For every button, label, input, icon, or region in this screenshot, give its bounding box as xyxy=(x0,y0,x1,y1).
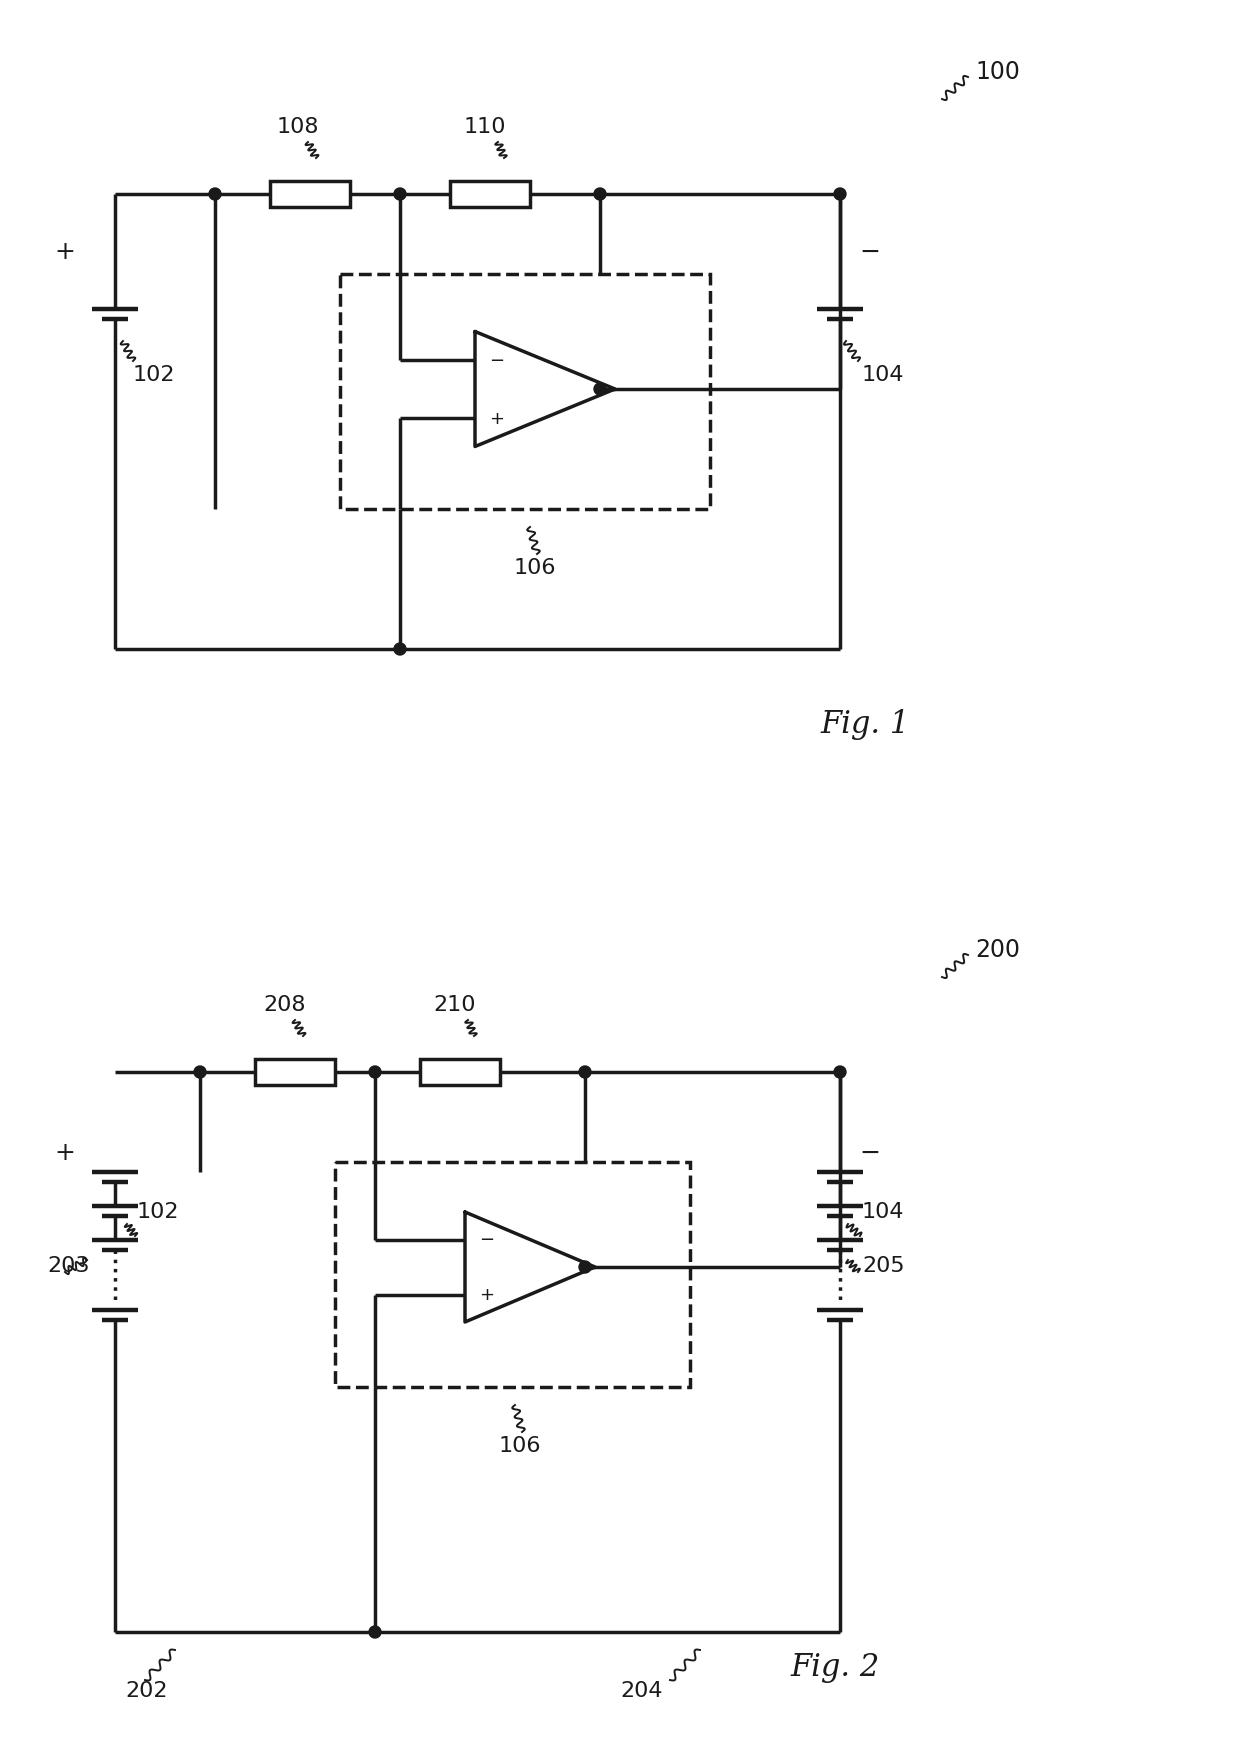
Text: 203: 203 xyxy=(47,1255,89,1276)
Text: −: − xyxy=(859,240,880,263)
Text: 104: 104 xyxy=(862,365,904,384)
Text: 202: 202 xyxy=(125,1680,167,1701)
Text: 108: 108 xyxy=(277,118,319,137)
Text: 106: 106 xyxy=(498,1436,541,1455)
Bar xyxy=(270,183,350,207)
Text: 208: 208 xyxy=(264,995,306,1014)
Text: −: − xyxy=(859,1141,880,1164)
Bar xyxy=(450,183,529,207)
Circle shape xyxy=(210,190,221,200)
Text: 204: 204 xyxy=(620,1680,662,1701)
Circle shape xyxy=(193,1067,206,1078)
Circle shape xyxy=(370,1067,381,1078)
Circle shape xyxy=(835,1067,846,1078)
Text: −: − xyxy=(490,353,505,370)
Circle shape xyxy=(579,1067,591,1078)
Text: 210: 210 xyxy=(434,995,476,1014)
Text: 102: 102 xyxy=(133,365,176,384)
Text: Fig. 1: Fig. 1 xyxy=(820,709,909,741)
Bar xyxy=(340,276,711,509)
Text: −: − xyxy=(480,1230,495,1250)
Text: 110: 110 xyxy=(464,118,506,137)
Bar xyxy=(420,1060,500,1085)
Text: 200: 200 xyxy=(975,937,1021,962)
Circle shape xyxy=(370,1627,381,1637)
Text: 106: 106 xyxy=(513,558,557,577)
Text: +: + xyxy=(55,240,76,263)
Text: Fig. 2: Fig. 2 xyxy=(790,1651,879,1683)
Circle shape xyxy=(594,384,606,397)
Text: +: + xyxy=(490,409,505,428)
Bar xyxy=(335,1162,689,1386)
Text: +: + xyxy=(55,1141,76,1164)
Text: 102: 102 xyxy=(136,1202,180,1221)
Circle shape xyxy=(835,190,846,200)
Circle shape xyxy=(394,190,405,200)
Circle shape xyxy=(594,190,606,200)
Text: 205: 205 xyxy=(862,1255,905,1276)
Text: +: + xyxy=(480,1286,495,1304)
Circle shape xyxy=(579,1262,591,1274)
Circle shape xyxy=(394,644,405,656)
Text: 104: 104 xyxy=(862,1202,904,1221)
Text: 100: 100 xyxy=(975,60,1019,84)
Bar xyxy=(255,1060,335,1085)
